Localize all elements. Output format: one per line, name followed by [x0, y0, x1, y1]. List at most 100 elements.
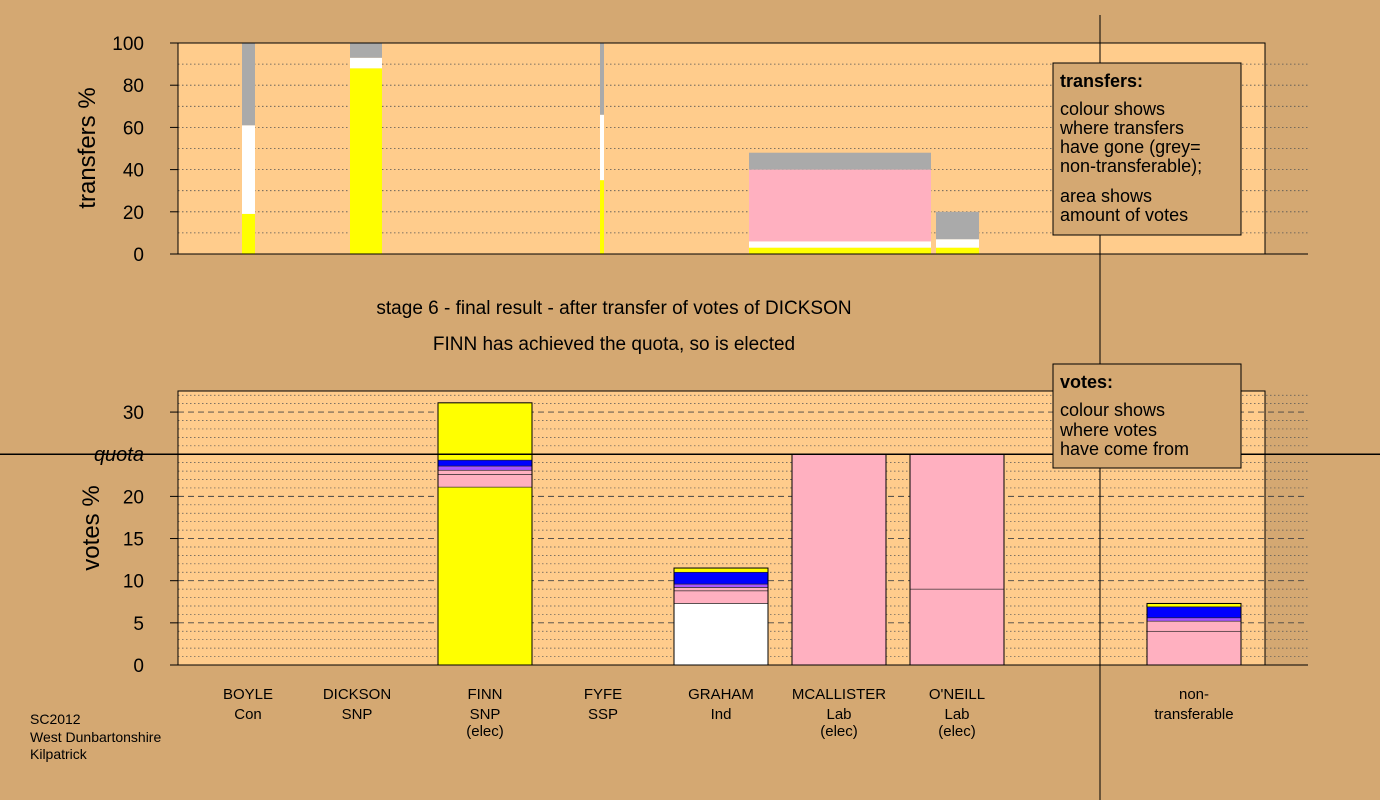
- vote-bar: [437, 402, 533, 666]
- candidate-status: (elec): [466, 723, 504, 740]
- candidate-party: SNP: [342, 706, 373, 723]
- transfers-legend-line: area shows: [1060, 186, 1152, 206]
- transfer-segment: [242, 125, 255, 214]
- footer-council: West Dunbartonshire: [30, 729, 161, 745]
- candidate-name: MCALLISTER: [792, 686, 886, 703]
- transfer-segment: [242, 43, 255, 126]
- transfer-bar: [936, 211, 979, 254]
- vote-segment: [437, 469, 533, 475]
- candidate-party: SNP: [470, 706, 501, 723]
- transfer-segment: [600, 43, 604, 115]
- transfer-segment: [936, 247, 979, 254]
- transfers-legend-title: transfers:: [1060, 71, 1143, 91]
- transfer-segment: [749, 247, 931, 254]
- transfer-segment: [242, 213, 255, 254]
- vote-segment: [909, 453, 1005, 590]
- votes-legend: votes: colour shows where votes have com…: [1052, 363, 1242, 469]
- y-tick-label: 0: [133, 656, 144, 677]
- transfers-plot-frame: [177, 42, 1266, 255]
- votes-legend-title: votes:: [1060, 372, 1113, 392]
- vote-segment: [437, 474, 533, 488]
- votes-bars: [437, 402, 1242, 666]
- transfer-segment: [600, 180, 604, 254]
- transfer-segment: [350, 68, 382, 254]
- vote-segment: [437, 402, 533, 461]
- votes-legend-line: colour shows: [1060, 400, 1165, 420]
- vote-bar: [791, 453, 887, 666]
- vote-segment: [437, 486, 533, 666]
- vote-segment: [673, 603, 769, 666]
- transfer-bar: [749, 152, 931, 254]
- vote-segment: [673, 571, 769, 585]
- candidate-party: Lab: [826, 706, 851, 723]
- transfer-segment: [350, 43, 382, 58]
- y-tick-label: 60: [123, 118, 144, 139]
- votes-legend-line: have come from: [1060, 439, 1189, 459]
- vote-segment: [791, 453, 887, 666]
- quota-label: quota: [94, 444, 144, 466]
- transfers-legend-line: colour shows: [1060, 99, 1165, 119]
- candidate-party: transferable: [1154, 706, 1233, 723]
- votes-legend-box: [1052, 363, 1242, 469]
- y-tick-label: 20: [123, 203, 144, 224]
- votes-legend-line: where votes: [1059, 420, 1157, 440]
- vote-segment: [1146, 603, 1242, 608]
- candidate-name: GRAHAM: [688, 686, 754, 703]
- candidate-status: (elec): [938, 723, 976, 740]
- transfer-segment: [749, 152, 931, 170]
- candidate-name: DICKSON: [323, 686, 391, 703]
- y-tick-label: 30: [123, 403, 144, 424]
- y-tick-label: 15: [123, 530, 144, 551]
- vote-segment: [673, 587, 769, 592]
- transfer-segment: [936, 211, 979, 240]
- transfer-segment: [350, 57, 382, 69]
- transfers-legend-line: have gone (grey=: [1060, 137, 1201, 157]
- y-tick-label: 10: [123, 572, 144, 593]
- candidate-party: SSP: [588, 706, 618, 723]
- y-tick-label: 0: [133, 245, 144, 266]
- votes-y-ticks: 0 5 10 15 20 30: [123, 403, 178, 677]
- transfers-legend-line: where transfers: [1059, 118, 1184, 138]
- candidate-party: Ind: [711, 706, 732, 723]
- transfer-segment: [749, 241, 931, 248]
- candidate-name: O'NEILL: [929, 686, 985, 703]
- vote-segment: [673, 567, 769, 573]
- vote-segment: [1146, 606, 1242, 619]
- transfers-y-ticks: 0 20 40 60 80 100: [112, 34, 178, 266]
- transfer-bar: [600, 43, 604, 254]
- footer-ward: Kilpatrick: [30, 746, 88, 762]
- candidate-name: FYFE: [584, 686, 622, 703]
- transfers-y-axis-label: transfers %: [74, 87, 101, 208]
- transfer-segment: [749, 169, 931, 242]
- vote-segment: [909, 588, 1005, 666]
- y-tick-label: 80: [123, 76, 144, 97]
- candidate-name: BOYLE: [223, 686, 273, 703]
- vote-bar: [909, 453, 1005, 666]
- y-tick-label: 40: [123, 161, 144, 182]
- transfers-bars: [242, 43, 979, 254]
- candidate-labels: BOYLEConDICKSONSNPFINNSNP(elec)FYFESSPGR…: [223, 686, 1234, 740]
- vote-segment: [673, 583, 769, 588]
- vote-segment: [1146, 630, 1242, 666]
- candidate-party: Lab: [944, 706, 969, 723]
- transfers-legend: transfers: colour shows where transfers …: [1052, 62, 1242, 236]
- candidate-name: FINN: [468, 686, 503, 703]
- transfers-legend-line: non-transferable);: [1060, 156, 1202, 176]
- y-tick-label: 20: [123, 487, 144, 508]
- vote-segment: [1146, 620, 1242, 632]
- stage-caption: stage 6 - final result - after transfer …: [376, 298, 851, 319]
- vote-bar: [1146, 602, 1242, 666]
- transfers-legend-line: amount of votes: [1060, 205, 1188, 225]
- y-tick-label: 100: [112, 34, 144, 55]
- transfer-segment: [600, 114, 604, 181]
- footer-year: SC2012: [30, 711, 81, 727]
- vote-bar: [673, 567, 769, 666]
- votes-plot-frame: [177, 390, 1266, 666]
- transfer-bar: [242, 43, 255, 254]
- candidate-party: Con: [234, 706, 262, 723]
- votes-y-axis-label: votes %: [78, 485, 105, 570]
- candidate-status: (elec): [820, 723, 858, 740]
- vote-segment: [673, 590, 769, 604]
- transfers-legend-box: [1052, 62, 1242, 236]
